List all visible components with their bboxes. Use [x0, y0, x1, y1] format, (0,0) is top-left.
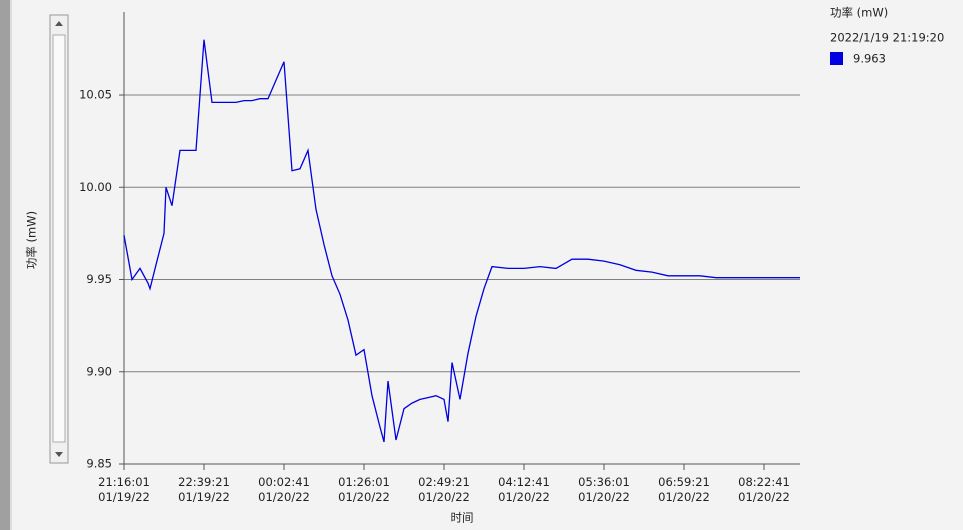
legend-timestamp: 2022/1/19 21:19:20	[830, 31, 944, 45]
scrollbar[interactable]	[49, 14, 69, 464]
scroll-up[interactable]	[55, 21, 63, 26]
y-tick-label: 9.85	[86, 457, 112, 471]
x-tick-label: 04:12:41 01/20/22	[498, 475, 550, 504]
legend-title: 功率 (mW)	[830, 6, 888, 20]
y-tick-label: 10.00	[79, 180, 112, 194]
scroll-thumb[interactable]	[52, 34, 66, 443]
legend-swatch	[830, 52, 843, 65]
x-tick-label: 02:49:21 01/20/22	[418, 475, 470, 504]
x-tick-label: 00:02:41 01/20/22	[258, 475, 310, 504]
window-edge	[0, 0, 10, 530]
x-tick-label: 01:26:01 01/20/22	[338, 475, 390, 504]
x-axis-label: 时间	[451, 511, 474, 525]
data-line	[123, 39, 800, 443]
x-tick-label: 06:59:21 01/20/22	[658, 475, 710, 504]
x-tick-label: 08:22:41 01/20/22	[738, 475, 790, 504]
y-axis-label: 功率 (mW)	[25, 211, 39, 269]
x-tick-label: 22:39:21 01/19/22	[178, 475, 230, 504]
y-tick-label: 10.05	[79, 88, 112, 102]
x-tick-label: 05:36:01 01/20/22	[578, 475, 630, 504]
window-edge	[10, 0, 12, 530]
y-tick-label: 9.95	[86, 272, 112, 286]
legend-value: 9.963	[853, 52, 886, 66]
scroll-down[interactable]	[55, 452, 63, 457]
y-tick-label: 9.90	[86, 364, 112, 378]
x-tick-label: 21:16:01 01/19/22	[98, 475, 150, 504]
